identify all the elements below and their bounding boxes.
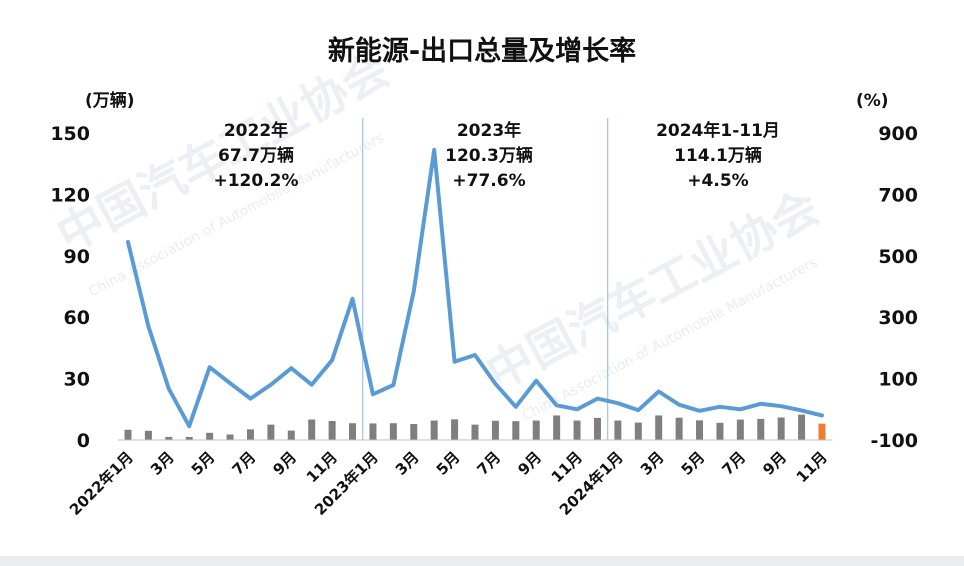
annotation-line: +77.6% <box>452 171 525 191</box>
bar <box>287 430 295 440</box>
x-tick-label: 9月 <box>514 448 545 479</box>
bar <box>430 420 438 440</box>
x-tick-label: 5月 <box>433 448 464 479</box>
chart-title: 新能源-出口总量及增长率 <box>328 35 636 67</box>
bar <box>716 422 724 440</box>
annotation-line: 2024年1-11月 <box>656 120 780 141</box>
left-axis-ticks: 0 30 60 90 120 150 <box>50 123 90 452</box>
left-tick-label: 90 <box>64 246 90 268</box>
bar <box>573 420 581 440</box>
right-tick-label: 500 <box>878 246 918 268</box>
x-tick-label: 7月 <box>718 448 749 479</box>
bar <box>410 424 418 440</box>
bar <box>389 423 397 440</box>
bar <box>655 415 663 440</box>
bar <box>736 419 744 440</box>
bar <box>206 432 214 440</box>
annotation-line: 2023年 <box>457 120 521 141</box>
x-tick-label: 5月 <box>188 448 219 479</box>
right-tick-label: 100 <box>878 369 918 391</box>
bar <box>246 429 254 440</box>
x-tick-label: 3月 <box>392 448 423 479</box>
left-tick-label: 60 <box>64 307 90 329</box>
annotation-line: +4.5% <box>687 171 748 191</box>
bar <box>308 419 316 440</box>
x-tick-label: 2022年1月 <box>66 448 137 519</box>
period-annotations: 2022年 67.7万辆 +120.2% 2023年 120.3万辆 +77.6% 2024… <box>213 120 779 191</box>
annotation-line: 120.3万辆 <box>445 145 533 166</box>
line-series <box>126 147 824 429</box>
bar <box>124 429 132 440</box>
right-tick-label: 700 <box>878 184 918 206</box>
bar <box>267 424 275 440</box>
x-tick-label: 7月 <box>229 448 260 479</box>
right-axis-unit: (%) <box>856 91 889 111</box>
bar <box>777 417 785 440</box>
bar <box>185 436 193 440</box>
x-tick-label: 3月 <box>637 448 668 479</box>
bar <box>349 423 357 440</box>
bar <box>634 422 642 440</box>
x-tick-label: 11月 <box>548 448 586 486</box>
right-tick-label: 900 <box>878 123 918 145</box>
footer-strip <box>0 556 964 566</box>
bar <box>512 421 520 440</box>
annotation-line: 2022年 <box>224 120 288 141</box>
right-axis-ticks: -100 100 300 500 700 900 <box>870 123 918 452</box>
bar <box>471 424 479 440</box>
x-tick-label: 7月 <box>474 448 505 479</box>
bar <box>614 420 622 440</box>
bar <box>798 414 806 440</box>
watermark: 中国汽车工业协会 China Association of Automobile… <box>48 42 828 425</box>
left-axis-unit: (万辆) <box>85 90 135 111</box>
bar <box>696 420 704 440</box>
bar <box>818 423 826 440</box>
annotation-line: 67.7万辆 <box>218 145 294 166</box>
x-tick-label: 11月 <box>793 448 831 486</box>
bar <box>675 417 683 440</box>
bar <box>165 436 173 440</box>
bar <box>757 418 765 440</box>
x-tick-label: 5月 <box>678 448 709 479</box>
right-tick-label: -100 <box>870 430 918 452</box>
left-tick-label: 30 <box>64 369 90 391</box>
bar <box>532 420 540 440</box>
period-dividers <box>362 118 609 440</box>
bar <box>451 419 459 440</box>
right-tick-label: 300 <box>878 307 918 329</box>
annotation-line: 114.1万辆 <box>674 145 762 166</box>
left-tick-label: 150 <box>50 123 90 145</box>
bar <box>491 420 499 440</box>
left-tick-label: 120 <box>50 184 90 206</box>
growth-rate-line <box>126 147 824 429</box>
bar <box>144 430 152 440</box>
bar <box>593 417 601 440</box>
x-tick-label: 9月 <box>759 448 790 479</box>
x-tick-label: 11月 <box>303 448 341 486</box>
bar <box>328 420 336 440</box>
bar <box>226 434 234 440</box>
x-tick-label: 3月 <box>147 448 178 479</box>
bar <box>553 415 561 440</box>
bar <box>369 423 377 440</box>
annotation-line: +120.2% <box>213 171 298 191</box>
bar-series <box>124 414 826 440</box>
x-tick-label: 9月 <box>269 448 300 479</box>
left-tick-label: 0 <box>77 430 90 452</box>
